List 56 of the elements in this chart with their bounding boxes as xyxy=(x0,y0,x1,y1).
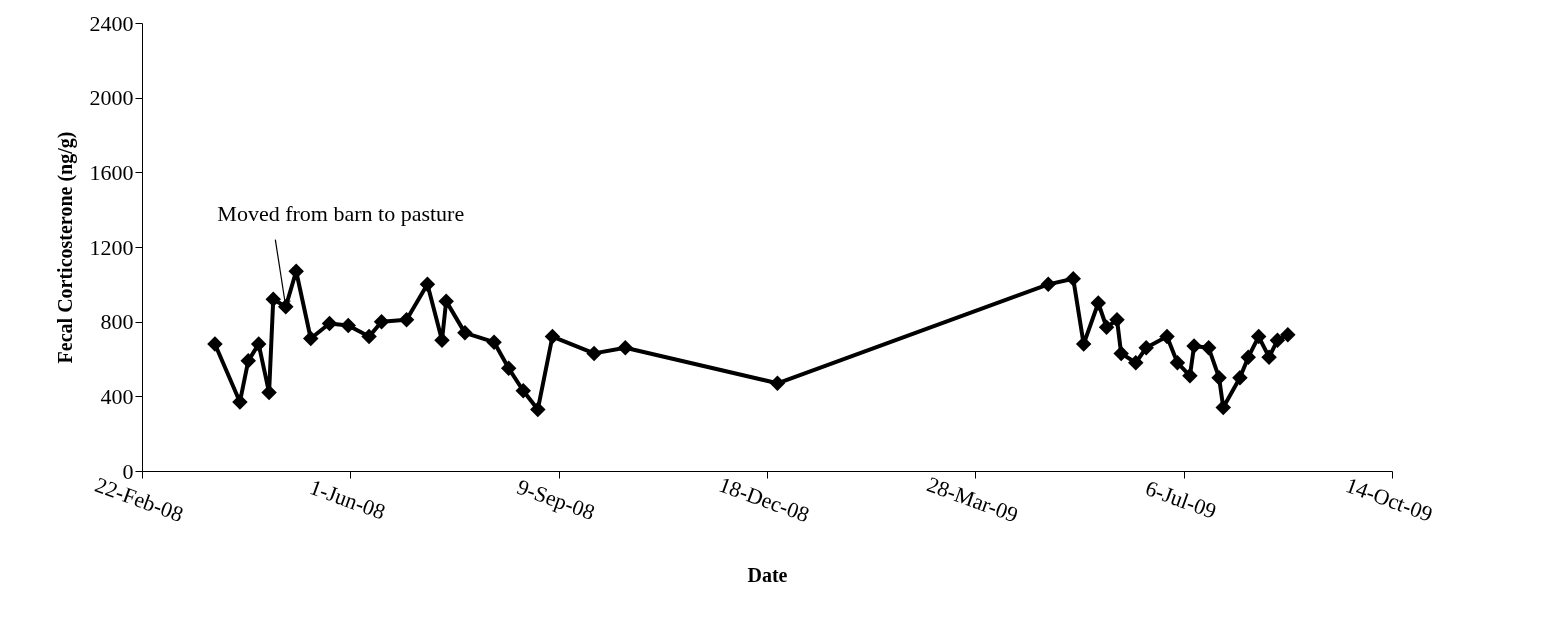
point xyxy=(1250,328,1267,345)
y-tick-label: 2400 xyxy=(89,10,134,36)
point xyxy=(530,401,546,418)
point xyxy=(1280,326,1296,343)
point xyxy=(500,360,517,377)
y-axis-title: Fecal Corticosterone (ng/g) xyxy=(53,131,77,364)
point xyxy=(232,394,248,410)
point xyxy=(1182,368,1198,384)
y-tick-label: 800 xyxy=(100,309,134,335)
point xyxy=(1232,369,1248,386)
x-tick-label: 6-Jul-09 xyxy=(1142,475,1220,524)
point xyxy=(1269,332,1286,349)
point xyxy=(617,340,634,356)
point xyxy=(1240,349,1256,365)
point xyxy=(1211,369,1227,386)
y-tick-label: 1600 xyxy=(89,159,134,185)
y-tick-label: 0 xyxy=(122,458,134,484)
point xyxy=(1200,340,1217,356)
point xyxy=(250,336,267,352)
point xyxy=(303,330,319,347)
annotation: Moved from barn to pasture xyxy=(217,200,465,226)
point xyxy=(434,332,450,349)
point xyxy=(265,291,281,308)
point xyxy=(457,325,473,341)
point xyxy=(1159,328,1175,345)
point xyxy=(373,313,390,330)
point xyxy=(515,382,531,399)
x-axis-title: Date xyxy=(747,564,788,587)
point xyxy=(240,353,256,369)
point xyxy=(1109,312,1125,328)
point xyxy=(1138,340,1154,356)
y-tick-label: 1200 xyxy=(89,234,134,260)
point xyxy=(261,384,277,401)
point xyxy=(1261,349,1277,365)
point xyxy=(398,312,415,328)
point xyxy=(419,276,436,293)
point xyxy=(1065,270,1081,287)
point xyxy=(1186,338,1202,354)
point xyxy=(321,315,338,332)
point xyxy=(1040,276,1056,293)
point xyxy=(769,375,786,392)
point xyxy=(361,328,377,345)
point xyxy=(340,317,356,334)
point xyxy=(207,336,223,352)
point xyxy=(1169,354,1186,371)
y-tick-label: 2000 xyxy=(89,85,134,111)
point xyxy=(586,345,602,362)
point xyxy=(544,328,561,345)
point xyxy=(1113,345,1129,362)
point xyxy=(1090,295,1106,311)
point xyxy=(1215,399,1231,416)
y-tick-label: 400 xyxy=(100,383,134,409)
point xyxy=(438,293,454,309)
point xyxy=(1098,319,1115,336)
point xyxy=(486,334,502,350)
point xyxy=(1128,354,1144,371)
